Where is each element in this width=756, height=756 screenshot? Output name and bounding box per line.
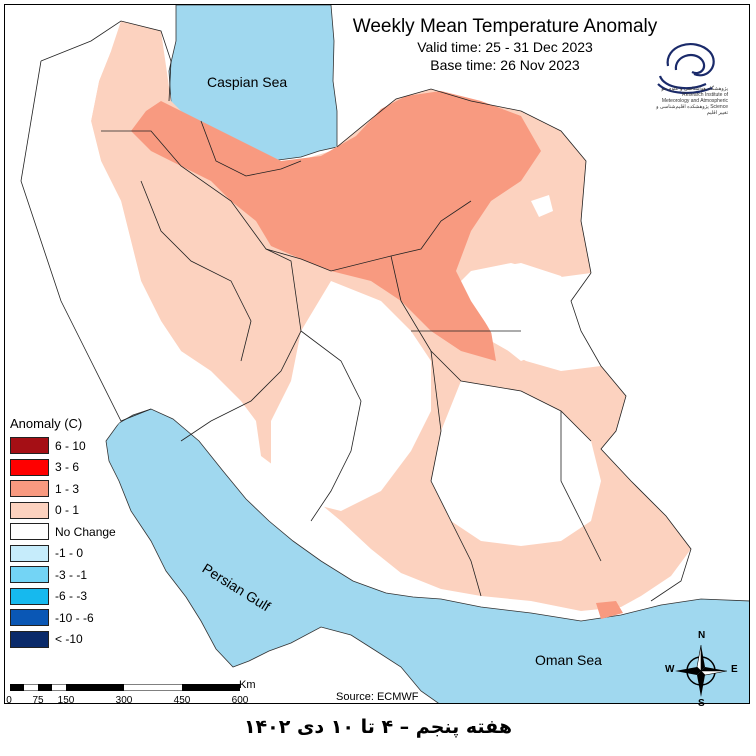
legend-swatch bbox=[10, 609, 49, 627]
no-change-zones bbox=[5, 5, 601, 546]
institute-logo-icon bbox=[657, 42, 715, 94]
scale-tick: 450 bbox=[173, 695, 191, 706]
legend-item: -1 - 0 bbox=[10, 543, 116, 565]
legend-item: 1 - 3 bbox=[10, 478, 116, 500]
legend-label: -10 - -6 bbox=[55, 610, 94, 625]
legend-item: 3 - 6 bbox=[10, 457, 116, 479]
legend-item: 6 - 10 bbox=[10, 435, 116, 457]
scale-tick: 150 bbox=[57, 695, 75, 706]
legend-swatch bbox=[10, 544, 49, 562]
legend-item: -10 - -6 bbox=[10, 607, 116, 629]
valid-time: Valid time: 25 - 31 Dec 2023 bbox=[417, 39, 593, 55]
logo-text: پژوهشگاه هواشناسی و علوم جو Research Ins… bbox=[656, 86, 728, 116]
legend: Anomaly (C) 6 - 10 3 - 6 1 - 3 0 - 1 No Chan… bbox=[10, 416, 116, 650]
legend-label: 6 - 10 bbox=[55, 438, 86, 453]
source-label: Source: ECMWF bbox=[336, 691, 419, 703]
scale-bar bbox=[10, 684, 240, 691]
legend-item: -6 - -3 bbox=[10, 586, 116, 608]
compass-rose-icon: N S W E bbox=[663, 630, 739, 709]
legend-label: < -10 bbox=[55, 632, 83, 647]
legend-label: No Change bbox=[55, 524, 116, 539]
footer-persian-caption: هفته پنجم – ۴ تا ۱۰ دی ۱۴۰۲ bbox=[243, 716, 513, 738]
legend-label: -1 - 0 bbox=[55, 546, 84, 561]
scale-unit: Km bbox=[239, 679, 256, 691]
map-canvas bbox=[5, 5, 749, 703]
title-block: Weekly Mean Temperature Anomaly Valid ti… bbox=[300, 16, 710, 74]
legend-item: 0 - 1 bbox=[10, 500, 116, 522]
scale-tick: 600 bbox=[231, 695, 249, 706]
legend-swatch bbox=[10, 437, 49, 455]
legend-swatch bbox=[10, 458, 49, 476]
scale-tick: 300 bbox=[115, 695, 133, 706]
legend-swatch bbox=[10, 480, 49, 498]
legend-items: 6 - 10 3 - 6 1 - 3 0 - 1 No Change -1 - 0 -3 -… bbox=[10, 435, 116, 650]
map-frame bbox=[4, 4, 750, 704]
compass-e: E bbox=[731, 664, 738, 675]
base-time: Base time: 26 Nov 2023 bbox=[430, 57, 580, 73]
scale-tick: 75 bbox=[32, 695, 44, 706]
legend-swatch bbox=[10, 523, 49, 541]
legend-label: -6 - -3 bbox=[55, 589, 88, 604]
map-title: Weekly Mean Temperature Anomaly bbox=[352, 16, 658, 37]
legend-item: -3 - -1 bbox=[10, 564, 116, 586]
legend-item: No Change bbox=[10, 521, 116, 543]
legend-swatch bbox=[10, 587, 49, 605]
province-borders bbox=[20, 20, 692, 602]
legend-swatch bbox=[10, 630, 49, 648]
legend-item: < -10 bbox=[10, 629, 116, 651]
compass-n: N bbox=[698, 630, 706, 641]
caspian-sea-label: Caspian Sea bbox=[207, 74, 288, 90]
legend-swatch bbox=[10, 501, 49, 519]
legend-swatch bbox=[10, 566, 49, 584]
scale-ticks: 0 75 150 300 450 600 bbox=[4, 695, 264, 709]
anomaly-1-3-zones bbox=[131, 91, 623, 619]
legend-title: Anomaly (C) bbox=[10, 416, 83, 431]
legend-label: 3 - 6 bbox=[55, 460, 80, 475]
compass-s: S bbox=[698, 698, 705, 709]
compass-w: W bbox=[665, 664, 675, 675]
persian-gulf bbox=[105, 408, 749, 703]
legend-label: 0 - 1 bbox=[55, 503, 80, 518]
legend-label: -3 - -1 bbox=[55, 567, 88, 582]
oman-sea-label: Oman Sea bbox=[535, 652, 602, 668]
legend-label: 1 - 3 bbox=[55, 481, 80, 496]
scale-tick: 0 bbox=[6, 695, 12, 706]
